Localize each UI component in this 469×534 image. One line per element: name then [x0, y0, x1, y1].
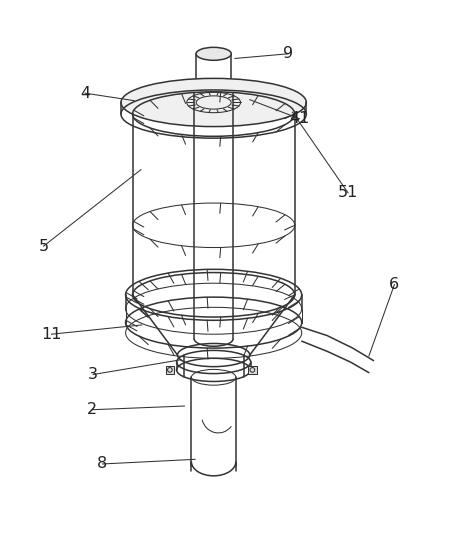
- Ellipse shape: [121, 78, 306, 127]
- Text: 11: 11: [41, 327, 62, 342]
- Text: 3: 3: [88, 367, 98, 382]
- Text: 4: 4: [80, 86, 91, 101]
- Text: 41: 41: [289, 111, 310, 126]
- Bar: [248, 366, 257, 374]
- Text: 51: 51: [338, 185, 358, 200]
- Text: 2: 2: [87, 402, 97, 417]
- Text: 9: 9: [283, 46, 293, 61]
- Text: 5: 5: [38, 239, 49, 254]
- Text: 8: 8: [97, 457, 107, 472]
- Bar: [166, 366, 174, 374]
- Ellipse shape: [196, 48, 231, 60]
- Text: 6: 6: [389, 277, 400, 292]
